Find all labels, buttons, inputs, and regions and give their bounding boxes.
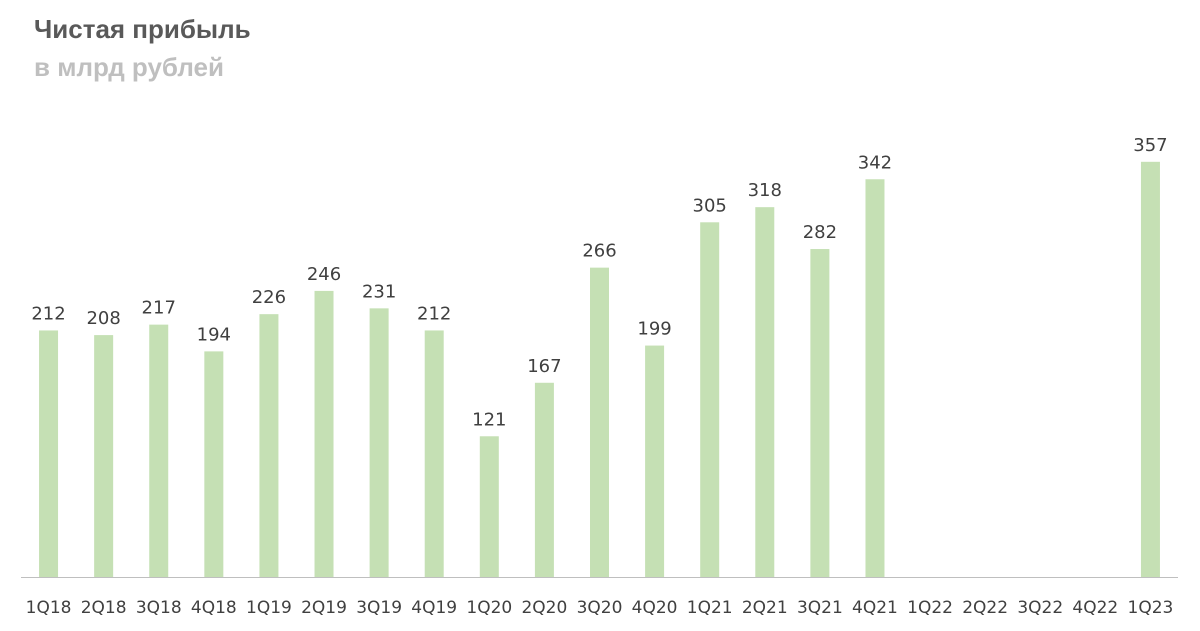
x-tick-label-1Q20: 1Q20 xyxy=(466,598,512,618)
x-tick-label-1Q19: 1Q19 xyxy=(246,598,292,618)
bars-group xyxy=(39,161,1160,577)
bar-1Q23 xyxy=(1140,161,1160,577)
x-tick-label-3Q19: 3Q19 xyxy=(356,598,402,618)
data-label-2Q18: 208 xyxy=(86,308,120,329)
data-label-4Q21: 342 xyxy=(858,152,892,173)
chart-subtitle: в млрд рублей xyxy=(34,52,224,82)
x-tick-label-4Q21: 4Q21 xyxy=(852,598,898,618)
bar-2Q20 xyxy=(534,382,554,577)
bar-2Q19 xyxy=(314,290,334,577)
x-tick-label-2Q19: 2Q19 xyxy=(301,598,347,618)
chart-title: Чистая прибыль xyxy=(34,14,251,44)
x-tick-label-3Q20: 3Q20 xyxy=(577,598,623,618)
x-tick-label-4Q19: 4Q19 xyxy=(411,598,457,618)
x-tick-labels-group: 1Q18 2Q18 3Q18 4Q18 1Q19 2Q19 3Q19 4Q19 1Q20 2Q20… xyxy=(26,598,1174,618)
data-label-1Q23: 357 xyxy=(1133,135,1167,156)
data-label-1Q19: 226 xyxy=(252,287,286,308)
bar-2Q18 xyxy=(94,335,114,577)
x-tick-label-4Q20: 4Q20 xyxy=(632,598,678,618)
x-tick-label-4Q18: 4Q18 xyxy=(191,598,237,618)
x-tick-label-3Q21: 3Q21 xyxy=(797,598,843,618)
bar-4Q18 xyxy=(204,351,224,577)
data-label-1Q18: 212 xyxy=(31,303,65,324)
x-tick-label-1Q23: 1Q23 xyxy=(1128,598,1174,618)
bar-1Q18 xyxy=(39,330,59,577)
bar-1Q20 xyxy=(479,436,499,577)
x-tick-label-1Q22: 1Q22 xyxy=(907,598,953,618)
x-tick-label-1Q21: 1Q21 xyxy=(687,598,733,618)
bar-3Q19 xyxy=(369,308,389,577)
x-tick-label-2Q21: 2Q21 xyxy=(742,598,788,618)
data-label-2Q21: 318 xyxy=(748,180,782,201)
x-tick-label-2Q22: 2Q22 xyxy=(962,598,1008,618)
data-label-2Q19: 246 xyxy=(307,264,341,285)
bar-1Q19 xyxy=(259,314,279,577)
data-label-4Q20: 199 xyxy=(637,319,671,340)
x-tick-label-2Q18: 2Q18 xyxy=(81,598,127,618)
data-label-3Q21: 282 xyxy=(803,222,837,243)
data-label-3Q19: 231 xyxy=(362,281,396,302)
bar-3Q18 xyxy=(149,324,169,577)
x-tick-label-1Q18: 1Q18 xyxy=(26,598,72,618)
bar-2Q21 xyxy=(755,207,775,577)
bar-4Q21 xyxy=(865,179,885,577)
data-label-2Q20: 167 xyxy=(527,356,561,377)
data-label-3Q20: 266 xyxy=(582,241,616,262)
x-tick-label-2Q20: 2Q20 xyxy=(521,598,567,618)
data-label-1Q20: 121 xyxy=(472,409,506,430)
data-labels-group: 212 208 217 194 226 246 231 212 121 167 266 199 305 3… xyxy=(31,135,1167,430)
bar-4Q19 xyxy=(424,330,444,577)
bar-4Q20 xyxy=(645,345,665,577)
bar-3Q20 xyxy=(590,267,609,577)
x-tick-label-4Q22: 4Q22 xyxy=(1072,598,1118,618)
data-label-1Q21: 305 xyxy=(693,195,727,216)
x-tick-label-3Q18: 3Q18 xyxy=(136,598,182,618)
data-label-3Q18: 217 xyxy=(142,298,176,319)
data-label-4Q18: 194 xyxy=(197,324,231,345)
x-tick-label-3Q22: 3Q22 xyxy=(1017,598,1063,618)
bar-3Q21 xyxy=(810,249,830,577)
data-label-4Q19: 212 xyxy=(417,303,451,324)
bar-1Q21 xyxy=(700,222,720,577)
